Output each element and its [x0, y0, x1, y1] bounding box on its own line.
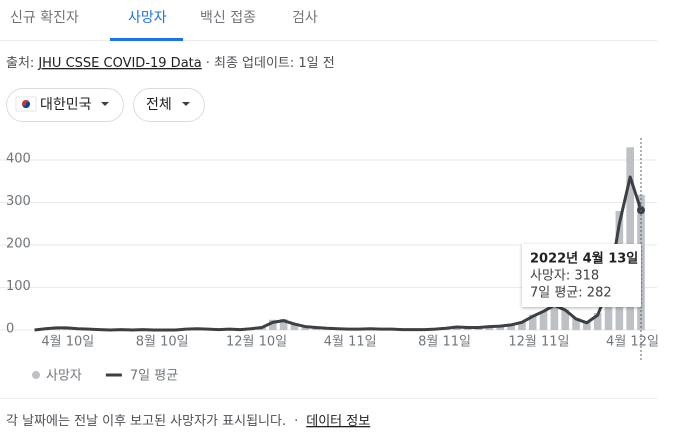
bar — [550, 303, 559, 330]
bar — [626, 147, 634, 330]
footer: 각 날짜에는 전날 이후 보고된 사망자가 표시됩니다. · 데이터 정보 — [6, 414, 370, 429]
tab[interactable]: 백신 접종 — [200, 10, 256, 26]
bar — [518, 321, 526, 330]
x-tick-label: 12월 10일 — [226, 335, 287, 350]
bar — [269, 319, 277, 330]
footer-link[interactable]: 데이터 정보 — [306, 414, 370, 429]
y-tick-label: 200 — [6, 237, 31, 252]
bar — [485, 326, 494, 330]
legend: 사망자 7일 평균 — [32, 369, 178, 384]
bar — [528, 314, 537, 330]
tab-indicator — [110, 38, 183, 41]
filter-label[interactable]: 전체 — [146, 97, 172, 113]
tooltip: 2022년 4월 13일 사망자: 318 7일 평균: 282 — [522, 244, 641, 307]
source-line: 출처: JHU CSSE COVID-19 Data · 최종 업데이트: 1일 전 — [6, 56, 335, 71]
x-tick-label: 8월 10일 — [136, 335, 189, 350]
bar — [507, 324, 515, 330]
filter-country[interactable]: 대한민국 — [6, 88, 124, 122]
bar — [593, 313, 602, 330]
filter-type[interactable]: 전체 — [133, 88, 205, 122]
y-tick-label: 0 — [6, 322, 14, 337]
bar — [496, 326, 505, 330]
x-tick-label: 4월 10일 — [41, 335, 94, 350]
x-tick-label: 8월 11일 — [418, 335, 471, 350]
source-label: 출처: — [6, 56, 34, 71]
legend-swatch — [32, 371, 40, 379]
bar — [572, 318, 580, 330]
tooltip-line: 7일 평균: 282 — [530, 286, 612, 301]
tab[interactable]: 검사 — [292, 10, 318, 26]
filter-label[interactable]: 대한민국 — [40, 97, 92, 113]
line — [34, 175, 643, 332]
y-tick-label: 100 — [6, 279, 31, 294]
tooltip-date: 2022년 4월 13일 — [530, 251, 638, 267]
bar — [561, 309, 569, 330]
tooltip-box — [522, 244, 641, 307]
tooltip-line: 사망자: 318 — [530, 269, 599, 284]
y-tick-label: 300 — [6, 194, 31, 209]
x-tick-label: 4월 12일 — [606, 335, 659, 350]
source-link[interactable]: JHU CSSE COVID-19 Data — [37, 56, 201, 71]
bar — [539, 310, 548, 330]
x-tick-label: 4월 11일 — [324, 335, 377, 350]
bar — [279, 318, 288, 330]
legend-label: 사망자 — [46, 369, 82, 384]
y-tick-label: 400 — [6, 152, 31, 167]
tab[interactable]: 신규 확진자 — [10, 10, 79, 26]
updated: · 최종 업데이트: 1일 전 — [206, 56, 335, 71]
footer-separator: · — [294, 414, 298, 429]
footer-note: 각 날짜에는 전날 이후 보고된 사망자가 표시됩니다. — [6, 414, 286, 429]
x-tick-label: 12월 11일 — [508, 335, 569, 350]
bar — [583, 322, 591, 330]
bar — [290, 323, 299, 330]
tab-selected[interactable]: 사망자 — [128, 10, 167, 26]
legend-label: 7일 평균 — [130, 369, 178, 384]
